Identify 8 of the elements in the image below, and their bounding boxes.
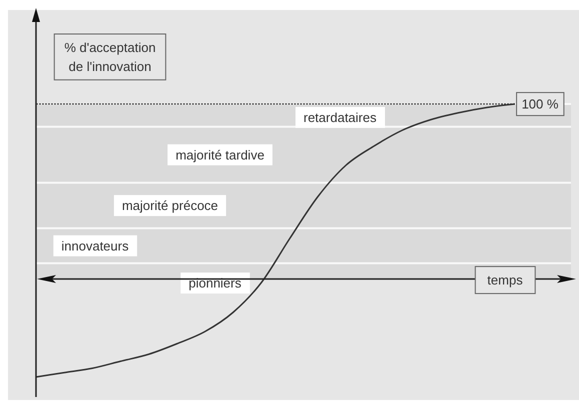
band-label: majorité précoce bbox=[122, 198, 218, 214]
band-label: innovateurs bbox=[61, 238, 130, 254]
band-label: majorité tardive bbox=[176, 147, 264, 162]
band-label: retardataires bbox=[304, 110, 377, 125]
ref-line-label: 100 % bbox=[522, 96, 559, 112]
x-axis-title: temps bbox=[487, 272, 524, 288]
y-axis-title: % d'acceptation de l'innovation bbox=[64, 40, 156, 74]
band-label: pionniers bbox=[188, 276, 242, 291]
